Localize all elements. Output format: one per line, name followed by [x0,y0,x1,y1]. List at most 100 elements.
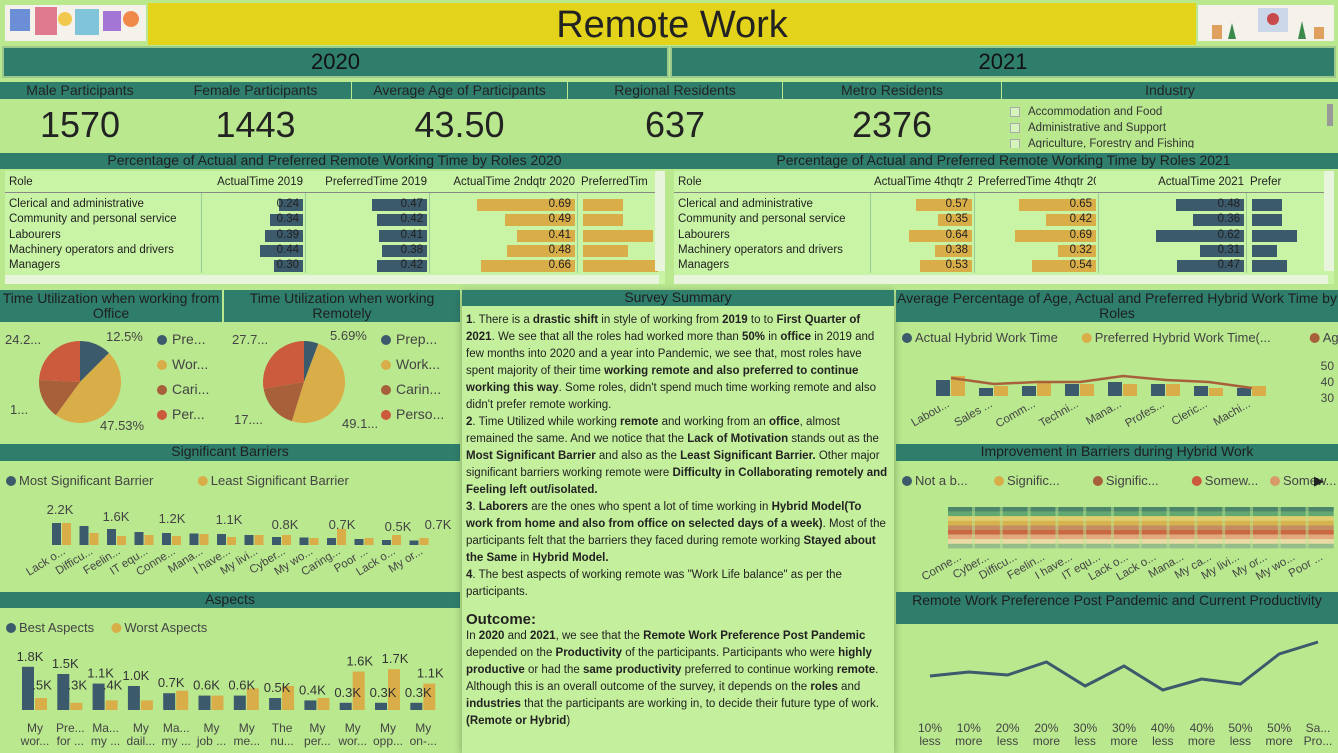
industry-slicer[interactable]: Accommodation and Food Administrative an… [1010,104,1335,148]
table-row[interactable]: Community and personal service 0.35 0.42 0.… [674,212,1328,227]
ribbon-gap [1111,507,1114,549]
table-h-scrollbar[interactable] [5,275,659,284]
bar-most [409,540,419,545]
category-label: job ... [196,734,226,748]
checkbox[interactable] [1010,106,1020,117]
role-cell: Labourers [9,228,61,241]
bar-actual [936,380,950,396]
preference-chart[interactable]: 10%less10%more20%less20%more30%less30%mo… [896,626,1338,753]
column-header[interactable]: ActualTime 2019 [217,176,303,188]
x-tick-label: 20% [1034,721,1058,735]
bar-least [254,535,264,545]
legend-label: Prep... [396,331,437,347]
legend-marker [6,623,16,633]
bar-preferred [1166,384,1180,396]
category-label: My [309,721,325,735]
year-2021-header: 2021 [670,46,1336,78]
value-bar [909,229,972,242]
industry-item[interactable]: Administrative and Support [1010,120,1335,136]
column-header[interactable]: ActualTime 2ndqtr 2020 [453,176,575,188]
bar-preferred [994,386,1008,396]
bar-least [392,535,401,545]
bar-preferred [1123,384,1137,396]
hybrid-chart[interactable]: Actual Hybrid Work Time Preferred Hybrid … [896,324,1338,440]
x-tick-label: more [1033,734,1061,748]
column-header[interactable]: Role [9,176,33,188]
checkbox[interactable] [1010,122,1020,133]
value-bar [1015,229,1096,242]
ribbon-gap [1194,507,1198,549]
x-tick-label: less [997,734,1018,748]
pie-remote-chart[interactable]: 27.7... 5.69% 17.... 49.1... Prep... Work... C… [224,324,460,440]
industry-item[interactable]: Accommodation and Food [1010,104,1335,120]
category-label: My [415,721,431,735]
table-row[interactable]: Community and personal service 0.34 0.42 0.… [5,212,659,227]
column-header[interactable]: PreferredTime 2019 [325,176,427,188]
x-tick-label: 30% [1073,721,1097,735]
table-row[interactable]: Clerical and administrative 0.24 0.47 0.69 [5,197,659,212]
checkbox[interactable] [1010,138,1020,148]
pie-slice [55,353,121,423]
legend-marker [381,335,391,345]
legend-marker [1191,476,1202,486]
industry-item[interactable]: Agriculture, Forestry and Fishing [1010,136,1335,148]
legend-marker [381,360,391,370]
bar-worst [423,683,436,710]
x-tick-label: 50% [1267,721,1291,735]
kpi-value-metro: 2376 [851,104,933,145]
column-header[interactable]: PreferredTim [581,176,648,188]
table-row[interactable]: Machinery operators and drivers 0.44 0.38 0… [5,243,659,258]
value-label: 0.66 [548,259,571,272]
column-header[interactable]: Prefer [1250,176,1282,188]
column-header[interactable]: ActualTime 2021 [1158,176,1244,188]
table-row[interactable]: Managers 0.53 0.54 0.47 [674,258,1328,273]
value-label: 0.53 [945,259,968,272]
category-label: My [380,721,396,735]
bar-data-label: 0.3K [334,685,361,700]
improvement-chart[interactable]: Not a b... Signific... Signific... Somew...… [896,463,1338,588]
value-label: 0.62 [1217,228,1240,241]
bar-best [269,698,282,710]
table-2020[interactable]: Role ActualTime 2019 PreferredTime 2019 Act… [5,171,665,284]
bar-best [410,702,423,710]
legend-label: Pre... [172,331,205,347]
ribbon-gap [972,507,975,549]
role-cell: Community and personal service [678,213,846,226]
table-row[interactable]: Clerical and administrative 0.57 0.65 0.48 [674,197,1328,212]
table-row[interactable]: Labourers 0.39 0.41 0.41 [5,228,659,243]
industry-scrollbar[interactable] [1327,104,1333,126]
table-scrollbar[interactable] [655,171,665,271]
bar-actual [1022,386,1036,396]
column-header[interactable]: ActualTime 4thqtr 2020 [874,176,972,188]
bar-preferred [1080,384,1094,396]
table-h-scrollbar[interactable] [674,275,1328,284]
industry-header: Industry [1002,82,1338,99]
value-bar [583,214,623,227]
table-scrollbar[interactable] [1324,171,1334,271]
y-tick-label: 50 [1321,359,1335,373]
bar-worst [246,688,259,710]
column-divider [1246,193,1247,273]
table-row[interactable]: Managers 0.30 0.42 0.66 [5,258,659,273]
table-row[interactable]: Labourers 0.64 0.69 0.62 [674,228,1328,243]
category-label: wor... [20,734,50,748]
value-bar [382,244,427,257]
legend-label: Carin... [396,381,441,397]
preference-line [929,640,1319,692]
bar-most [217,534,226,545]
column-header[interactable]: PreferredTime 4thqtr 2020 [978,176,1096,188]
aspects-chart[interactable]: Best Aspects Worst Aspects1.8K.5KMywor...… [0,610,460,753]
value-bar [583,199,623,211]
legend-label: Signific... [1007,473,1060,488]
table-row[interactable]: Machinery operators and drivers 0.38 0.32 0… [674,243,1328,258]
value-bar [260,244,303,257]
outcome-heading: Outcome: [466,611,537,628]
aspects-title: Aspects [0,592,460,608]
barriers-chart[interactable]: Most Significant Barrier Least Significan… [0,463,460,588]
value-bar [1252,244,1277,257]
column-header[interactable]: Role [678,176,702,188]
header-divider [5,192,659,193]
pie-office-chart[interactable]: 24.2... 12.5% 1... 47.53% Pre... Wor... Cari..… [0,324,222,440]
table-2021[interactable]: Role ActualTime 4thqtr 2020 PreferredTime … [674,171,1334,284]
value-label: 0.42 [400,213,423,226]
